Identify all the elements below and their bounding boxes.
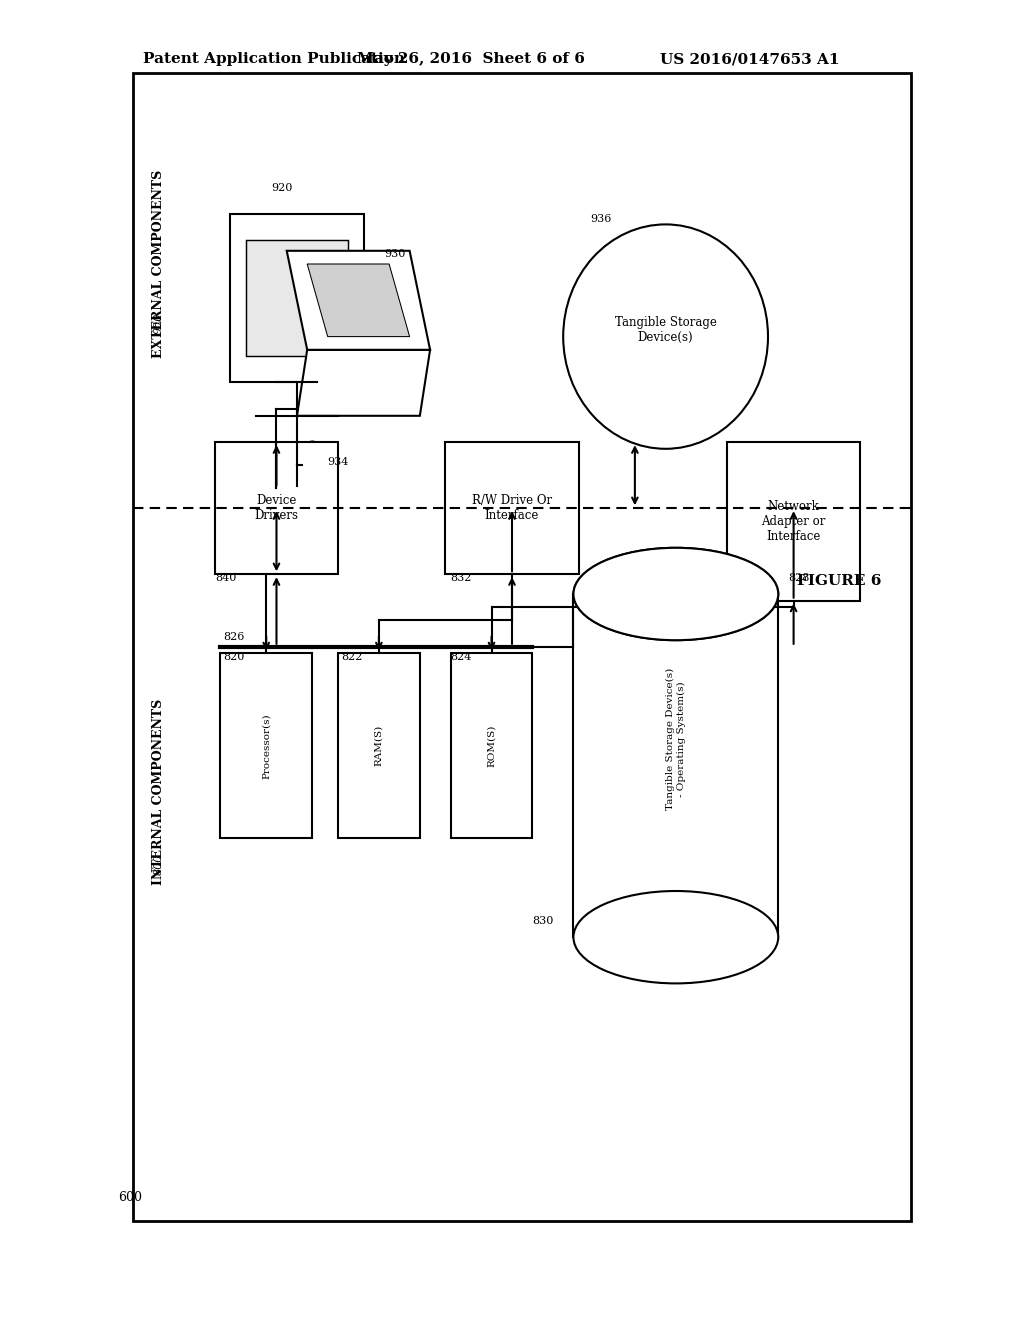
Ellipse shape (573, 891, 778, 983)
Ellipse shape (563, 224, 768, 449)
Text: FIGURE 6: FIGURE 6 (798, 574, 882, 587)
Ellipse shape (573, 548, 778, 640)
Text: R/W Drive Or
Interface: R/W Drive Or Interface (472, 494, 552, 523)
Text: 826: 826 (223, 632, 245, 643)
Text: May 26, 2016  Sheet 6 of 6: May 26, 2016 Sheet 6 of 6 (357, 53, 585, 66)
Text: Tangible Storage Device(s)
- Operating System(s): Tangible Storage Device(s) - Operating S… (666, 668, 686, 810)
FancyBboxPatch shape (133, 73, 911, 1221)
FancyBboxPatch shape (220, 653, 312, 838)
Text: US 2016/0147653 A1: US 2016/0147653 A1 (660, 53, 840, 66)
Polygon shape (287, 251, 430, 350)
Text: 920: 920 (271, 183, 293, 194)
Text: 930: 930 (384, 249, 406, 260)
Text: 824: 824 (451, 652, 472, 663)
Text: 800: 800 (154, 854, 164, 875)
Polygon shape (297, 350, 430, 416)
FancyBboxPatch shape (573, 594, 778, 937)
Text: Tangible Storage
Device(s): Tangible Storage Device(s) (614, 315, 717, 345)
FancyBboxPatch shape (338, 653, 420, 838)
Text: 936: 936 (590, 214, 611, 224)
Text: EXTERNAL COMPONENTS: EXTERNAL COMPONENTS (153, 170, 165, 358)
Text: 822: 822 (341, 652, 362, 663)
Text: RAM(S): RAM(S) (375, 725, 383, 767)
FancyBboxPatch shape (246, 240, 348, 355)
Text: Processor(s): Processor(s) (262, 713, 270, 779)
FancyBboxPatch shape (451, 653, 532, 838)
Text: Device
Drivers: Device Drivers (255, 494, 298, 523)
Text: 900: 900 (154, 313, 164, 334)
FancyBboxPatch shape (230, 214, 364, 383)
Text: INTERNAL COMPONENTS: INTERNAL COMPONENTS (153, 698, 165, 886)
Text: ROM(S): ROM(S) (487, 725, 496, 767)
Text: 934: 934 (328, 457, 349, 467)
Text: 840: 840 (215, 573, 237, 583)
Text: 600: 600 (118, 1191, 141, 1204)
FancyBboxPatch shape (445, 442, 579, 574)
Ellipse shape (573, 548, 778, 640)
Text: 836: 836 (732, 579, 754, 590)
Polygon shape (307, 264, 410, 337)
Text: 832: 832 (451, 573, 472, 583)
Text: Patent Application Publication: Patent Application Publication (143, 53, 406, 66)
Text: 830: 830 (532, 916, 554, 927)
Text: 820: 820 (223, 652, 245, 663)
Text: Network
Adapter or
Interface: Network Adapter or Interface (762, 500, 825, 543)
Ellipse shape (299, 441, 326, 488)
FancyBboxPatch shape (215, 442, 338, 574)
FancyBboxPatch shape (727, 442, 860, 601)
Text: 828: 828 (788, 573, 810, 583)
